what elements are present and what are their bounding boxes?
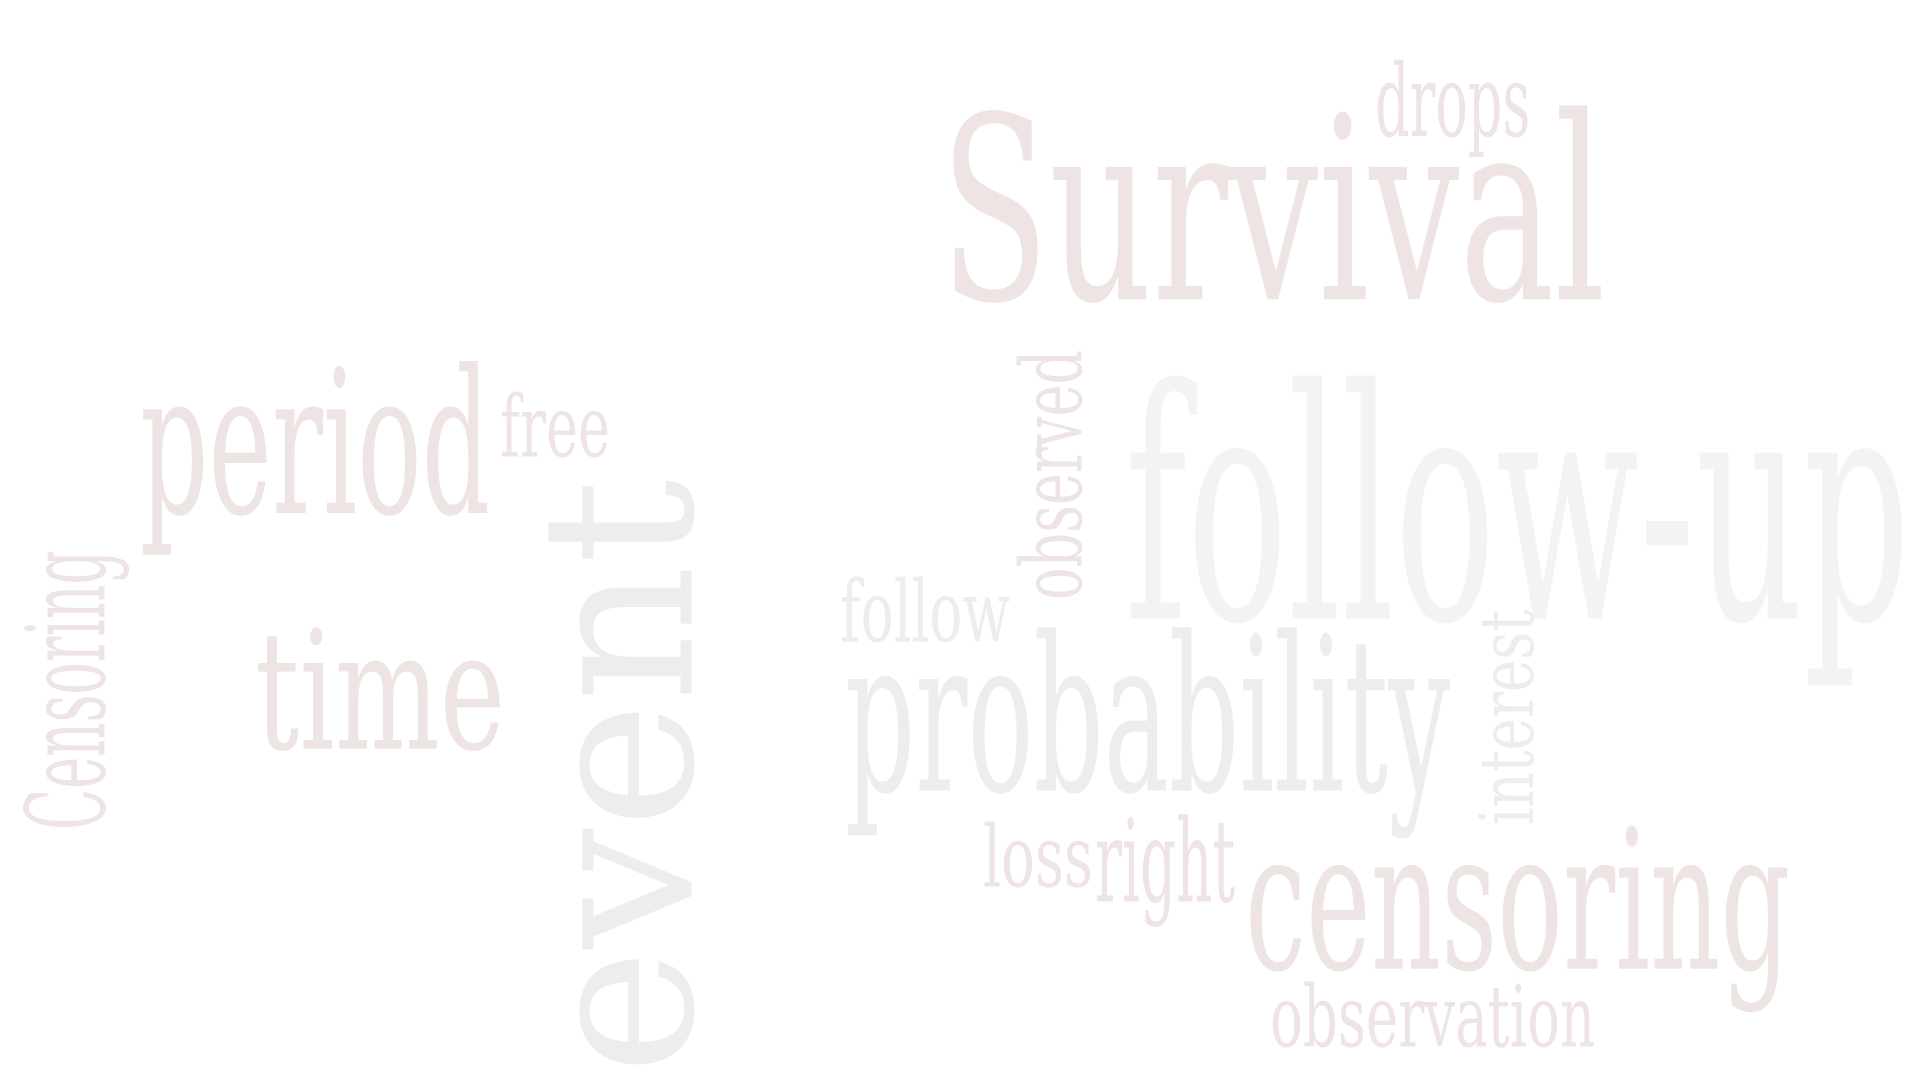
word-probability: probability: [845, 590, 1451, 843]
word-free: free: [500, 377, 611, 477]
word-follow: follow: [840, 562, 1010, 662]
word-survival: Survival: [940, 62, 1606, 361]
word-right: right: [1095, 794, 1236, 930]
word-follow-up: follow-up: [1125, 321, 1911, 696]
word-period: period: [140, 327, 491, 561]
word-observation: observation: [1270, 967, 1596, 1067]
word-observed: observed: [1002, 349, 1102, 600]
word-censoring-capital: Censoring: [2, 550, 131, 830]
word-time: time: [255, 595, 506, 789]
word-event: event: [496, 479, 742, 1075]
word-drops: drops: [1375, 43, 1531, 160]
word-loss: loss: [983, 807, 1093, 907]
word-censoring: censoring: [1245, 787, 1791, 1016]
